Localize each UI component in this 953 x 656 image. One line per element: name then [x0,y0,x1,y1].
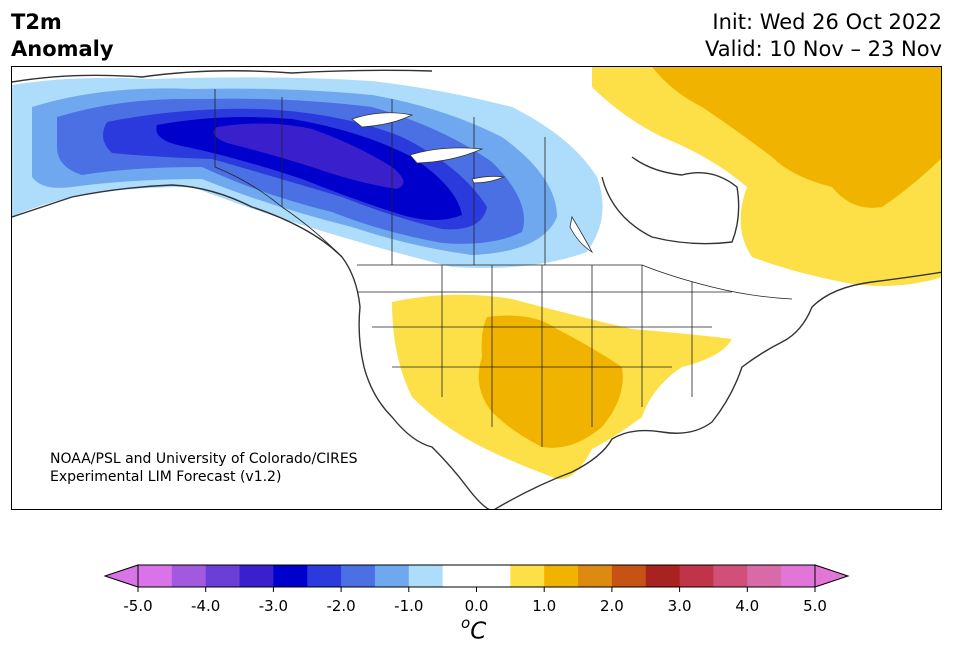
colorbar-tick-label: -1.0 [394,597,424,615]
colorbar-bin [747,565,782,587]
colorbar-bin [374,565,410,587]
colorbar-bin [239,565,274,587]
colorbar-bin [171,565,207,587]
forecast-credit: NOAA/PSL and University of Colorado/CIRE… [50,450,358,486]
colorbar-bin [138,565,173,587]
colorbar-bin [476,565,511,587]
credit-line-1: NOAA/PSL and University of Colorado/CIRE… [50,451,358,467]
colorbar-unit: oC [461,614,487,645]
lakes [351,112,594,254]
colorbar-bin [205,565,241,587]
unit-letter: C [470,618,487,645]
colorbar-bin [679,565,714,587]
colorbar-tick-label: -3.0 [258,597,289,615]
warm-anomaly-us [392,294,732,480]
colorbar-tick-label: -4.0 [191,597,221,615]
colorbar-bin [645,565,681,587]
colorbar-bin [510,565,545,587]
colorbar-bin [341,565,376,587]
colorbar-tick-label: 3.0 [667,597,692,615]
credit-line-2: Experimental LIM Forecast (v1.2) [50,469,282,485]
colorbar-bin [578,565,613,587]
variable-sub-label: Anomaly [11,37,114,61]
colorbar-bin [307,565,342,587]
colorbar-tick-label: -2.0 [326,597,356,615]
colorbar-bin [544,565,579,587]
colorbar-bin [713,565,748,587]
colorbar-tick-label: 1.0 [532,597,557,615]
colorbar-bin [611,565,647,587]
warm-anomaly-canada [592,67,941,286]
init-date: Init: Wed 26 Oct 2022 [712,10,942,34]
valid-range: Valid: 10 Nov – 23 Nov [705,37,942,61]
colorbar-bin [408,565,444,587]
colorbar-extend-high [814,564,850,588]
map-canvas [12,67,941,509]
colorbar-extend-low [103,564,139,588]
political-borders [214,89,793,447]
colorbar-tick-label: -5.0 [123,597,153,615]
colorbar-bin [273,565,308,587]
forecast-dates: Init: Wed 26 Oct 2022 Valid: 10 Nov – 23… [705,9,942,63]
colorbar-bin [781,565,816,587]
map-title: T2m Anomaly [11,9,114,63]
colorbar-tick-label: 2.0 [599,597,624,615]
coastlines [12,69,941,509]
colorbar-bin [442,565,477,587]
cold-anomaly-region [12,77,603,269]
colorbar-tick-label: 5.0 [803,597,827,615]
anomaly-map: NOAA/PSL and University of Colorado/CIRE… [11,66,942,510]
unit-degree: o [461,614,471,632]
colorbar-tick-label: 4.0 [735,597,760,615]
colorbar-tick-label: 0.0 [464,597,489,615]
variable-label: T2m [11,10,62,34]
